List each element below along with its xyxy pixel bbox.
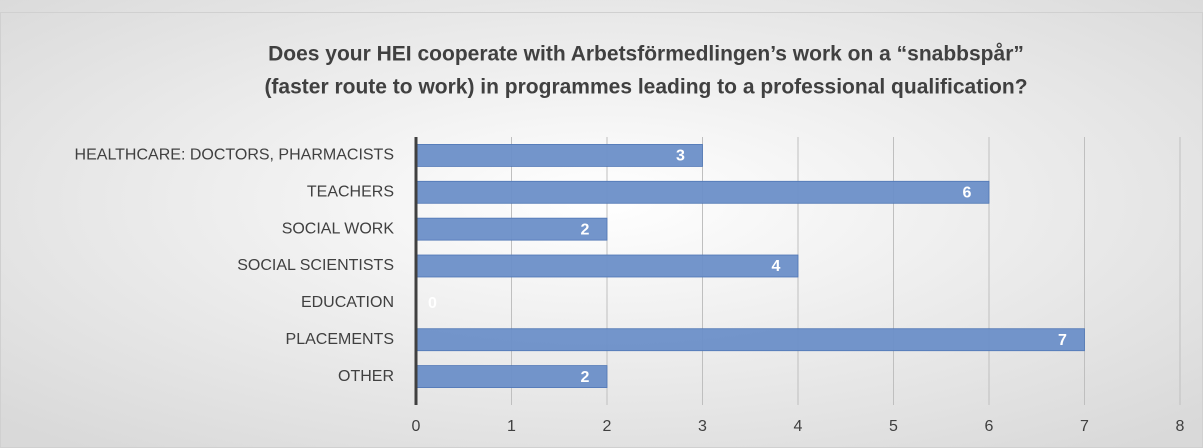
data-label: 0 bbox=[428, 295, 437, 312]
x-tick-label: 5 bbox=[889, 418, 898, 435]
bar bbox=[415, 328, 1085, 352]
y-tick-label: TEACHERS bbox=[307, 184, 394, 201]
y-tick-label: PLACEMENTS bbox=[286, 331, 394, 348]
bar bbox=[415, 365, 608, 388]
data-label: 2 bbox=[581, 221, 590, 238]
chart-title: (faster route to work) in programmes lea… bbox=[264, 76, 1027, 99]
bar bbox=[415, 217, 608, 241]
x-tick-label: 8 bbox=[1176, 418, 1185, 435]
x-tick-label: 2 bbox=[603, 418, 612, 435]
bar bbox=[415, 144, 703, 167]
x-tick-label: 1 bbox=[507, 418, 516, 435]
data-label: 7 bbox=[1058, 332, 1067, 349]
x-tick-label: 0 bbox=[412, 418, 421, 435]
x-tick-label: 3 bbox=[698, 418, 707, 435]
x-tick-label: 4 bbox=[794, 418, 803, 435]
y-tick-label: HEALTHCARE: DOCTORS, PHARMACISTS bbox=[75, 147, 394, 164]
x-tick-label: 6 bbox=[985, 418, 994, 435]
x-tick-label: 7 bbox=[1080, 418, 1089, 435]
y-tick-label: OTHER bbox=[338, 368, 394, 385]
bar bbox=[415, 180, 990, 204]
data-label: 2 bbox=[581, 369, 590, 386]
y-tick-label: EDUCATION bbox=[301, 294, 394, 311]
data-label: 6 bbox=[963, 185, 972, 202]
y-tick-label: SOCIAL WORK bbox=[282, 220, 395, 237]
bar bbox=[415, 254, 799, 278]
data-label: 3 bbox=[676, 148, 685, 165]
y-tick-label: SOCIAL SCIENTISTS bbox=[237, 257, 394, 274]
chart-title: Does your HEI cooperate with Arbetsförme… bbox=[268, 43, 1024, 66]
data-label: 4 bbox=[772, 258, 781, 275]
